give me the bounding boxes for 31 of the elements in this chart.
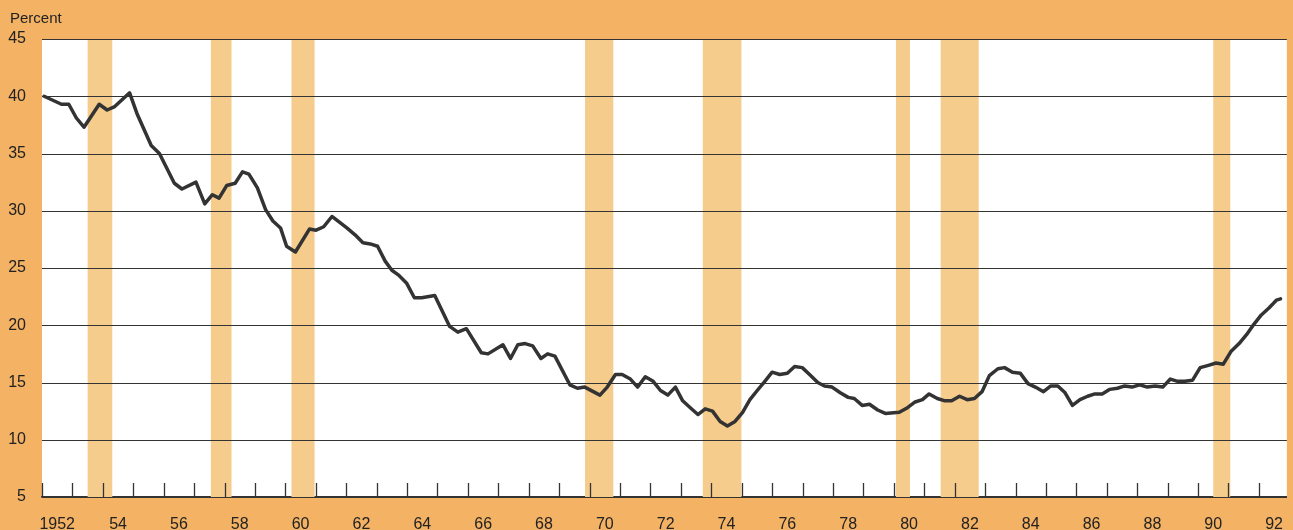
x-tick-label: 90 — [1204, 515, 1223, 530]
x-tick-label: 76 — [778, 515, 797, 530]
x-tick-label: 56 — [170, 515, 188, 530]
x-tick-label: 84 — [1021, 515, 1040, 530]
x-tick-label: 74 — [717, 515, 736, 530]
x-tick-label: 70 — [595, 515, 614, 530]
x-tick-label: 58 — [230, 515, 249, 530]
y-tick-label: 10 — [8, 430, 27, 448]
x-tick-label: 72 — [656, 515, 675, 530]
x-tick-label: 60 — [291, 515, 310, 530]
y-tick-label: 25 — [8, 258, 27, 276]
y-tick-label: 15 — [8, 372, 27, 390]
x-tick-label: 62 — [352, 515, 371, 530]
x-tick-label: 66 — [474, 515, 493, 530]
x-tick-label: 92 — [1265, 515, 1284, 530]
y-tick-label: 30 — [8, 201, 27, 219]
y-axis-title: Percent — [10, 9, 63, 27]
x-tick-label: 80 — [900, 515, 919, 530]
y-tick-label: 45 — [8, 29, 27, 47]
x-tick-label: 82 — [960, 515, 979, 530]
y-tick-label: 35 — [8, 143, 27, 161]
x-tick-label: 1952 — [39, 515, 76, 530]
x-tick-label: 64 — [413, 515, 432, 530]
y-tick-label: 20 — [8, 315, 27, 333]
x-tick-label: 88 — [1143, 515, 1162, 530]
y-tick-label: 40 — [8, 86, 27, 104]
y-tick-label: 5 — [17, 487, 27, 505]
x-tick-label: 68 — [535, 515, 553, 530]
x-tick-label: 54 — [109, 515, 128, 530]
x-tick-label: 78 — [839, 515, 858, 530]
x-tick-label: 86 — [1082, 515, 1101, 530]
